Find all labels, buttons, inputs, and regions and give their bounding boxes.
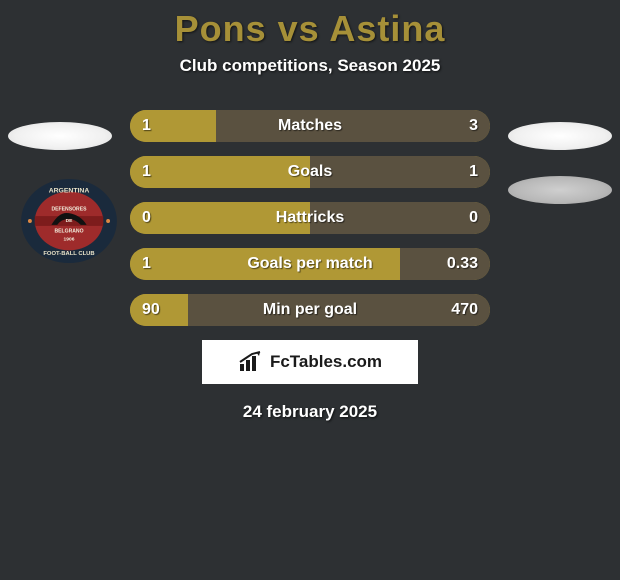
club-crest-left: ARGENTINA FOOT-BALL CLUB DEFENSORES DE B… — [20, 178, 118, 264]
brand-icon — [238, 351, 264, 373]
bar-fill-right — [216, 110, 490, 142]
infographic: Pons vs Astina Club competitions, Season… — [0, 0, 620, 580]
stat-value-left: 1 — [142, 255, 151, 273]
page-title: Pons vs Astina — [0, 8, 620, 50]
stat-label: Min per goal — [263, 301, 357, 319]
svg-text:1906: 1906 — [64, 237, 75, 243]
stat-value-left: 90 — [142, 301, 160, 319]
stat-row: 1 3 Matches — [130, 110, 490, 142]
stat-rows: 1 3 Matches 1 1 Goals 0 0 Hattricks 1 0.33 Goals pe… — [130, 110, 490, 326]
stat-row: 0 0 Hattricks — [130, 202, 490, 234]
stat-value-left: 1 — [142, 117, 151, 135]
stat-label: Matches — [278, 117, 342, 135]
subtitle: Club competitions, Season 2025 — [0, 56, 620, 76]
stat-label: Goals per match — [247, 255, 372, 273]
stat-value-left: 1 — [142, 163, 151, 181]
stat-label: Hattricks — [276, 209, 344, 227]
svg-text:BELGRANO: BELGRANO — [54, 229, 83, 235]
stat-label: Goals — [288, 163, 332, 181]
svg-text:DEFENSORES: DEFENSORES — [52, 206, 88, 212]
svg-text:DE: DE — [66, 218, 74, 224]
bar-fill-left — [130, 156, 310, 188]
player-photo-left — [8, 122, 112, 150]
stat-value-right: 3 — [469, 117, 478, 135]
bar-fill-right — [310, 156, 490, 188]
stat-value-right: 470 — [451, 301, 478, 319]
svg-text:FOOT-BALL CLUB: FOOT-BALL CLUB — [43, 251, 94, 257]
player-photo-right — [508, 122, 612, 150]
date: 24 february 2025 — [0, 402, 620, 422]
stat-value-left: 0 — [142, 209, 151, 227]
stat-row: 1 0.33 Goals per match — [130, 248, 490, 280]
stat-row: 90 470 Min per goal — [130, 294, 490, 326]
stat-value-right: 1 — [469, 163, 478, 181]
stat-value-right: 0.33 — [447, 255, 478, 273]
club-crest-right — [508, 176, 612, 204]
brand-text: FcTables.com — [270, 352, 382, 372]
brand-box: FcTables.com — [202, 340, 418, 384]
svg-text:ARGENTINA: ARGENTINA — [49, 188, 90, 195]
stat-value-right: 0 — [469, 209, 478, 227]
stat-row: 1 1 Goals — [130, 156, 490, 188]
